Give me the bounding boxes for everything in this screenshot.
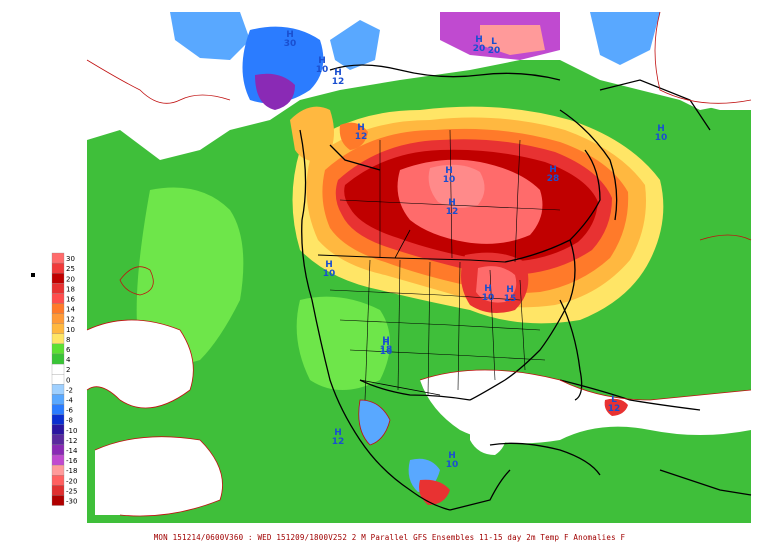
map-area (87, 12, 751, 523)
pressure-center-label: H 20 (473, 35, 486, 54)
legend-label: -14 (66, 447, 78, 455)
geography-lines (299, 64, 752, 511)
legend-swatch (51, 434, 65, 446)
legend-label: 30 (66, 255, 75, 263)
legend-label: -8 (66, 417, 73, 425)
legend-label: -18 (66, 467, 77, 475)
legend-label: -25 (66, 487, 77, 495)
legend-swatch (51, 273, 65, 284)
legend-swatch (51, 363, 65, 375)
legend-swatch (51, 343, 65, 355)
map-footer: MON 151214/0600V360 : WED 151209/1800V25… (153, 533, 626, 542)
pressure-center-label: H 28 (547, 165, 560, 184)
pressure-center-label: L 12 (608, 395, 621, 414)
legend-label: -2 (66, 386, 73, 394)
legend-label: -30 (66, 498, 77, 506)
legend-label: 2 (66, 366, 70, 374)
pressure-center-label: H 10 (316, 56, 329, 75)
legend-swatch (51, 353, 65, 365)
pressure-center-label: H 10 (655, 124, 668, 143)
pressure-center-label: H 30 (284, 30, 297, 49)
legend-label: 6 (66, 346, 71, 354)
legend-label: 12 (66, 316, 75, 324)
legend-label: -12 (66, 437, 77, 445)
legend-swatch (51, 283, 65, 294)
pressure-center-labels: H 10 H 12H 28H 10H 30 H 20H 15H 12H 10H 12H 10H 18H 10L… (284, 30, 668, 470)
legend-label: 16 (66, 296, 75, 304)
legend-swatch (51, 485, 65, 496)
legend-swatch (51, 333, 65, 345)
legend-swatch (51, 444, 65, 456)
legend-swatch (51, 424, 65, 435)
pressure-center-label: H 10 (323, 260, 336, 279)
legend-swatch (51, 475, 65, 486)
legend-label: 18 (66, 285, 75, 293)
state-borders (329, 129, 561, 401)
legend-label: 14 (66, 306, 75, 314)
pressure-center-label: H 15 (504, 285, 517, 304)
pressure-center-label: H 12 (332, 68, 345, 87)
zero-contours (86, 11, 752, 517)
legend-swatch (51, 404, 65, 415)
pressure-center-label: H 10 (443, 166, 456, 185)
legend-swatch (51, 293, 65, 304)
pressure-center-label: H 12 (332, 428, 345, 447)
pressure-center-label: H 18 (380, 336, 393, 355)
legend-swatch (51, 454, 65, 466)
legend-label: -10 (66, 427, 77, 435)
legend-label: 8 (66, 336, 70, 344)
legend-swatch (51, 323, 65, 334)
legend-label: -20 (66, 477, 77, 485)
legend-label: 25 (66, 265, 75, 273)
legend-label: 4 (66, 356, 71, 364)
pressure-center-label: H 10 (482, 284, 495, 303)
legend-label: -4 (66, 397, 74, 405)
color-legend: 302520181614121086420-2-4-6-8-10-12-14-1… (51, 252, 78, 506)
legend-label: 20 (66, 275, 75, 283)
legend-swatch (51, 464, 65, 476)
legend-label: 10 (66, 326, 75, 334)
marker-dot (31, 273, 35, 277)
legend-swatch (51, 384, 65, 395)
legend-label: -16 (66, 457, 78, 465)
pressure-center-label: H 10 (446, 451, 459, 470)
pressure-center-label: H 16 (380, 338, 393, 357)
pressure-center-label: H 12 (446, 198, 459, 217)
legend-swatch (51, 262, 65, 274)
legend-swatch (51, 374, 65, 385)
legend-swatch (51, 495, 65, 506)
legend-label: -6 (66, 407, 74, 415)
pressure-center-label: L 20 (488, 37, 501, 56)
legend-swatch (51, 303, 65, 314)
legend-swatch (51, 313, 65, 324)
legend-swatch (51, 414, 65, 425)
legend-label: 0 (66, 376, 70, 384)
legend-swatch (51, 252, 65, 264)
legend-swatch (51, 394, 65, 405)
pressure-center-label: H 12 (355, 123, 368, 142)
